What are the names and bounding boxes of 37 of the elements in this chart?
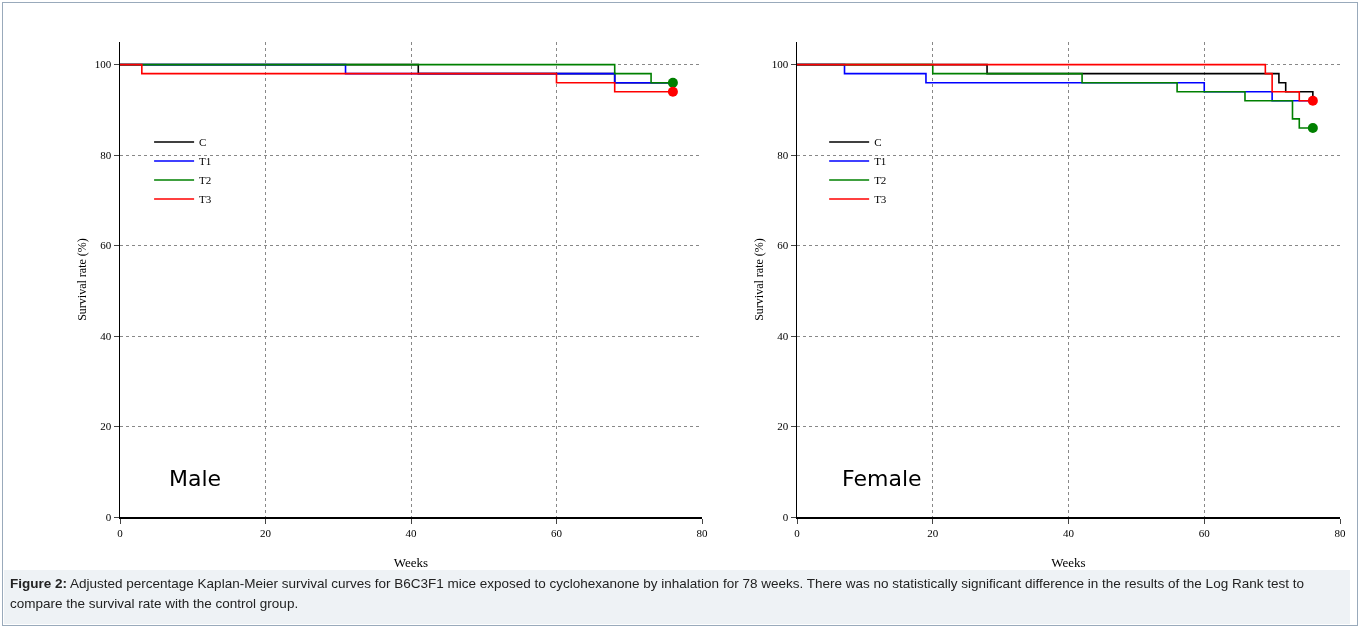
y-axis-title: Survival rate (%) bbox=[751, 238, 766, 321]
x-tick-label: 0 bbox=[794, 526, 801, 539]
x-axis-title: Weeks bbox=[1051, 554, 1086, 570]
y-tick-label: 80 bbox=[100, 148, 112, 161]
x-tick-label: 40 bbox=[1063, 526, 1075, 539]
y-axis-title: Survival rate (%) bbox=[74, 238, 89, 321]
x-tick-label: 40 bbox=[405, 526, 417, 539]
annotation: Female bbox=[842, 466, 922, 491]
y-tick-label: 100 bbox=[771, 58, 789, 71]
legend-label: T1 bbox=[199, 155, 212, 168]
y-tick-label: 60 bbox=[777, 239, 789, 252]
legend-label: T3 bbox=[874, 193, 887, 206]
legend-label: T2 bbox=[199, 174, 212, 187]
x-tick-label: 20 bbox=[927, 526, 939, 539]
legend-label: C bbox=[199, 136, 207, 149]
legend-label: T1 bbox=[874, 155, 887, 168]
y-tick-label: 20 bbox=[777, 420, 789, 433]
y-tick-label: 40 bbox=[777, 329, 789, 342]
x-axis-title: Weeks bbox=[393, 554, 429, 570]
y-tick-label: 0 bbox=[782, 510, 789, 523]
x-tick-label: 60 bbox=[1198, 526, 1211, 539]
y-tick-label: 0 bbox=[105, 510, 112, 523]
y-tick-label: 40 bbox=[100, 329, 112, 342]
y-tick-label: 100 bbox=[94, 58, 112, 71]
y-tick-label: 80 bbox=[777, 148, 789, 161]
y-tick-label: 20 bbox=[100, 420, 112, 433]
caption: Figure 2: Adjusted percentage Kaplan-Meier survival curves for B6C3F1 mice exposed to cyclohexanone by inhalation for 78 weeks. There was no statistically significant difference in the results of the Log Rank test to compare the survival rate with the control group. bbox=[10, 576, 1304, 611]
legend-label: C bbox=[874, 136, 882, 149]
x-tick-label: 20 bbox=[260, 526, 272, 539]
legend-label: T3 bbox=[199, 193, 212, 206]
x-tick-label: 0 bbox=[117, 526, 124, 539]
x-tick-label: 80 bbox=[696, 526, 708, 539]
x-tick-label: 60 bbox=[551, 526, 563, 539]
annotation: Male bbox=[169, 466, 222, 491]
y-tick-label: 60 bbox=[100, 239, 112, 252]
legend-label: T2 bbox=[874, 174, 887, 187]
x-tick-label: 80 bbox=[1334, 526, 1346, 539]
